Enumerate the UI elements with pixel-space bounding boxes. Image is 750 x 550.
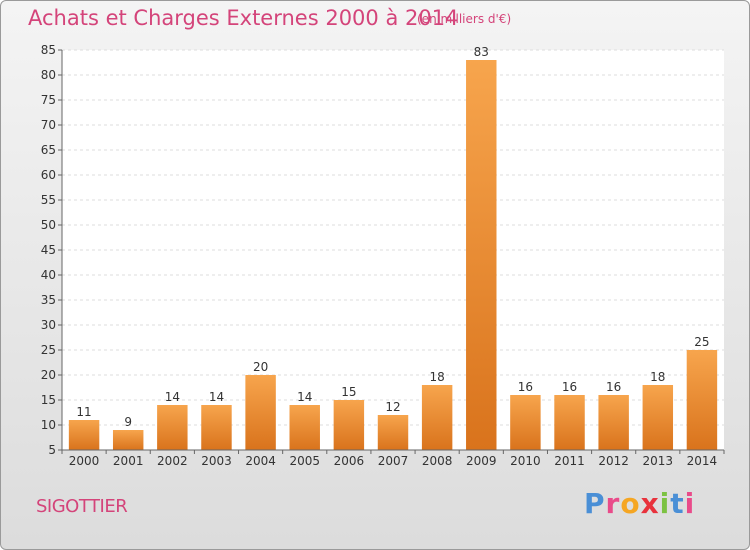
y-tick-label: 80 <box>41 68 56 82</box>
data-label: 15 <box>341 385 356 399</box>
data-label: 16 <box>518 380 533 394</box>
bar <box>421 385 453 450</box>
x-tick-label: 2001 <box>113 454 144 468</box>
data-label: 9 <box>124 415 132 429</box>
x-tick-label: 2010 <box>510 454 541 468</box>
data-label: 25 <box>694 335 709 349</box>
x-axis: 2000 2001 2002 2003 2004 2005 2006 2007 2008 2009… <box>61 449 725 468</box>
data-label: 16 <box>562 380 577 394</box>
bar <box>201 405 232 450</box>
city-name: SIGOTTIER <box>36 496 128 517</box>
logo-letter: t <box>670 487 685 520</box>
y-axis: 5 10 15 20 25 30 35 40 45 50 55 60 65 70 75 80 85 <box>41 43 63 457</box>
bar <box>112 430 144 450</box>
bars: 11 9 14 14 20 14 15 12 18 83 16 16 16 18 25 <box>68 45 718 450</box>
bar <box>289 405 320 450</box>
bar <box>642 385 674 450</box>
y-tick-label: 70 <box>41 118 56 132</box>
logo-letter: x <box>640 487 660 520</box>
proxiti-logo: Proxiti <box>584 487 695 520</box>
y-tick-label: 60 <box>41 168 56 182</box>
x-tick-label: 2011 <box>554 454 585 468</box>
x-tick-label: 2002 <box>157 454 188 468</box>
x-tick-label: 2007 <box>378 454 409 468</box>
x-tick-label: 2006 <box>334 454 365 468</box>
bar <box>554 395 585 450</box>
chart-title: Achats et Charges Externes 2000 à 2014 <box>28 6 459 30</box>
y-tick-label: 5 <box>48 443 56 457</box>
bar <box>686 350 718 450</box>
bar <box>466 60 497 450</box>
x-tick-label: 2009 <box>466 454 497 468</box>
bar <box>68 420 100 450</box>
data-label: 14 <box>297 390 312 404</box>
bar <box>377 415 409 450</box>
y-tick-label: 65 <box>41 143 56 157</box>
x-tick-label: 2000 <box>69 454 100 468</box>
data-label: 20 <box>253 360 268 374</box>
x-tick-label: 2003 <box>201 454 232 468</box>
data-label: 14 <box>165 390 180 404</box>
data-label: 18 <box>429 370 444 384</box>
chart-subtitle: (en milliers d'€) <box>417 12 512 26</box>
y-tick-label: 35 <box>41 293 56 307</box>
y-tick-label: 10 <box>41 418 56 432</box>
y-tick-label: 25 <box>41 343 56 357</box>
logo-letter: P <box>584 487 606 520</box>
x-tick-label: 2005 <box>289 454 320 468</box>
y-tick-label: 75 <box>41 93 56 107</box>
bar <box>333 400 365 450</box>
x-tick-label: 2014 <box>687 454 718 468</box>
x-tick-label: 2012 <box>598 454 629 468</box>
logo-letter: i <box>684 487 696 520</box>
data-label: 16 <box>606 380 621 394</box>
y-tick-label: 45 <box>41 243 56 257</box>
y-tick-label: 85 <box>41 43 56 57</box>
x-tick-label: 2004 <box>245 454 276 468</box>
x-tick-label: 2008 <box>422 454 453 468</box>
y-tick-label: 20 <box>41 368 56 382</box>
bar <box>245 375 276 450</box>
data-label: 11 <box>76 405 91 419</box>
y-tick-label: 30 <box>41 318 56 332</box>
data-label: 12 <box>385 400 400 414</box>
logo-letter: r <box>605 487 621 520</box>
y-tick-label: 50 <box>41 218 56 232</box>
y-tick-label: 15 <box>41 393 56 407</box>
data-label: 83 <box>474 45 489 59</box>
y-tick-label: 40 <box>41 268 56 282</box>
y-tick-label: 55 <box>41 193 56 207</box>
bar <box>598 395 629 450</box>
bar <box>157 405 188 450</box>
logo-letter: o <box>620 487 641 520</box>
logo-letter: i <box>659 487 671 520</box>
data-label: 14 <box>209 390 224 404</box>
x-tick-label: 2013 <box>643 454 674 468</box>
bar <box>510 395 541 450</box>
data-label: 18 <box>650 370 665 384</box>
